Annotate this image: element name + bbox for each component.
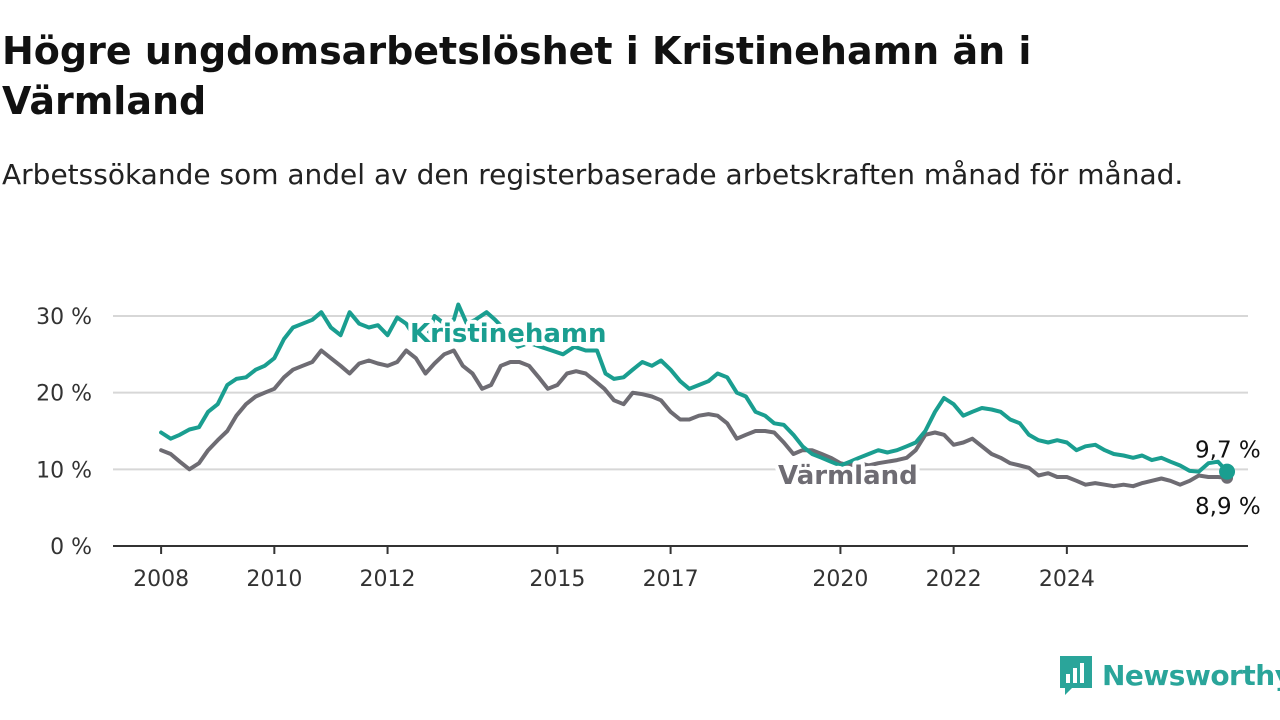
- x-tick-label: 2012: [360, 567, 416, 592]
- x-tick-label: 2017: [643, 567, 699, 592]
- endpoint-kristinehamn: [1219, 463, 1236, 480]
- series-line-kristinehamn: [159, 302, 1230, 474]
- y-tick-label: 10 %: [36, 458, 92, 483]
- series-label-kristinehamn: Kristinehamn: [410, 319, 607, 349]
- y-tick-label: 20 %: [36, 382, 92, 407]
- series-line-varmland: [159, 348, 1230, 489]
- x-tick-label: 2020: [812, 567, 868, 592]
- x-tick-label: 2022: [926, 567, 982, 592]
- chart-title: Högre ungdomsarbetslöshet i Kristinehamn…: [2, 29, 1032, 123]
- brand-name: Newsworthy: [1102, 658, 1280, 692]
- x-tick-label: 2024: [1039, 567, 1095, 592]
- end-label-varmland: 8,9 %: [1195, 494, 1261, 520]
- x-axis-ticks: 2008 2010 2012 2015 2017 2020 2022 2024: [133, 546, 1095, 592]
- gridlines: [113, 315, 1248, 471]
- newsworthy-logo: Newsworthy: [1058, 654, 1280, 696]
- line-chart: 0 % 10 % 20 % 30 % 2008 2010 2012 2015 2017 2020…: [36, 302, 1261, 592]
- y-tick-label: 0 %: [50, 535, 92, 560]
- chart-subtitle: Arbetssökande som andel av den registerb…: [2, 158, 1184, 191]
- series-labels: 9,7 % 8,9 % Kristinehamn Värmland: [406, 315, 1261, 520]
- end-label-kristinehamn: 9,7 %: [1195, 438, 1261, 464]
- x-tick-label: 2008: [133, 567, 189, 592]
- y-tick-label: 30 %: [36, 305, 92, 330]
- x-tick-label: 2010: [246, 567, 302, 592]
- x-tick-label: 2015: [529, 567, 585, 592]
- newsworthy-logo-icon: [1060, 656, 1092, 695]
- series-label-varmland: Värmland: [778, 461, 918, 491]
- series-lines: [159, 302, 1230, 489]
- y-axis-ticks: 0 % 10 % 20 % 30 %: [36, 305, 92, 560]
